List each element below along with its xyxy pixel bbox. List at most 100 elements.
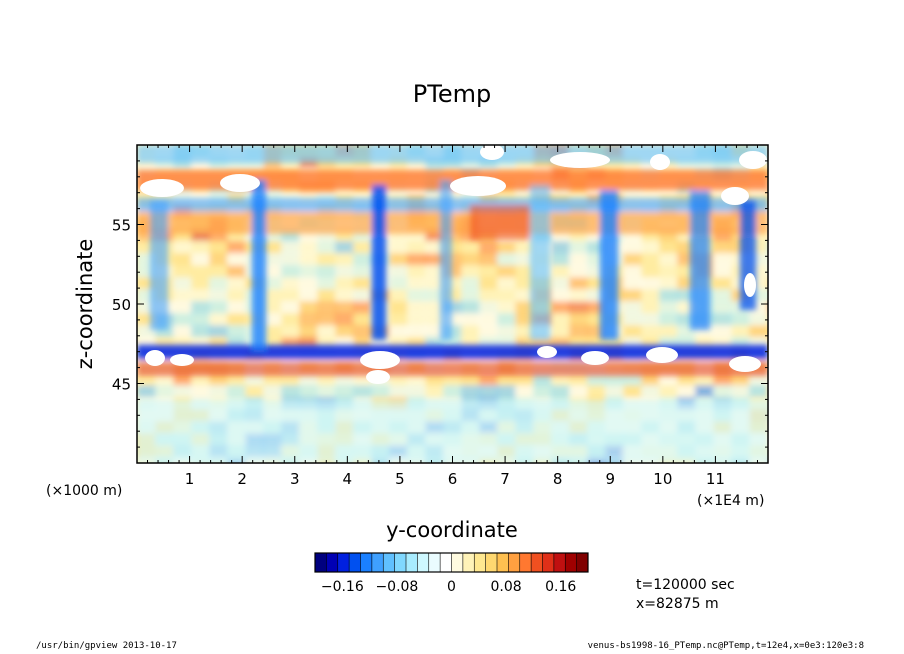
heatmap-cell xyxy=(515,373,534,386)
heatmap-cell xyxy=(551,289,570,302)
heatmap-cell xyxy=(335,313,354,326)
heatmap-cell xyxy=(389,265,408,278)
heatmap-cell xyxy=(641,313,660,326)
heatmap-cell xyxy=(227,373,246,386)
heatmap-cell xyxy=(317,253,336,266)
colorbar-swatch xyxy=(394,553,407,572)
colorbar-frame xyxy=(314,552,589,573)
plume-5 xyxy=(600,190,618,340)
heatmap-cell xyxy=(191,289,210,302)
heatmap-cell xyxy=(425,373,444,386)
x-tick-label: 2 xyxy=(237,470,247,488)
heatmap-cell xyxy=(497,301,516,314)
heatmap-cell xyxy=(461,265,480,278)
heatmap-cell xyxy=(281,301,300,314)
heatmap-cell xyxy=(173,277,192,290)
heatmap-cell xyxy=(299,373,318,386)
heatmap-cell xyxy=(623,265,642,278)
heatmap-cell xyxy=(479,277,498,290)
heatmap-cell xyxy=(479,385,498,398)
heatmap-cell xyxy=(209,277,228,290)
heatmap-cell xyxy=(767,217,768,230)
colorbar-swatch xyxy=(360,553,373,572)
heatmap-cell xyxy=(713,265,732,278)
heatmap-cell xyxy=(623,373,642,386)
heatmap-cell xyxy=(407,253,426,266)
heatmap-cell xyxy=(461,289,480,302)
heatmap-cell xyxy=(569,301,588,314)
heatmap-cell xyxy=(461,325,480,338)
heatmap-cell xyxy=(767,349,768,362)
lower-cold-band xyxy=(137,345,768,359)
heatmap-cell xyxy=(299,325,318,338)
heatmap-cell xyxy=(389,301,408,314)
heatmap-cell xyxy=(191,265,210,278)
heatmap-cell xyxy=(659,277,678,290)
heatmap-cell xyxy=(155,373,174,386)
heatmap-cell xyxy=(407,241,426,254)
colorbar xyxy=(314,552,589,573)
heatmap-cell xyxy=(551,373,570,386)
heatmap-cell xyxy=(461,301,480,314)
heatmap-cell xyxy=(335,277,354,290)
heatmap-cell xyxy=(731,325,750,338)
x-axis-label: y-coordinate xyxy=(386,518,518,542)
heatmap-cell xyxy=(461,277,480,290)
heatmap-cell xyxy=(173,253,192,266)
lower-warm-band xyxy=(137,362,768,376)
heatmap-cell xyxy=(497,373,516,386)
heatmap-cell xyxy=(767,265,768,278)
heatmap-cell xyxy=(335,265,354,278)
heatmap-cell xyxy=(389,289,408,302)
heatmap-cell xyxy=(497,253,516,266)
colorbar-swatch xyxy=(383,553,395,572)
heatmap-cell xyxy=(317,325,336,338)
heatmap-cell xyxy=(461,373,480,386)
heatmap-cell xyxy=(425,265,444,278)
heatmap-cell xyxy=(353,289,372,302)
heatmap-cell xyxy=(767,409,768,422)
colorbar-swatch xyxy=(428,553,441,572)
colorbar-tick-label: −0.16 xyxy=(321,579,364,595)
heatmap-cell xyxy=(605,385,624,398)
colorbar-swatch xyxy=(337,553,350,572)
heatmap-cell xyxy=(659,313,678,326)
heatmap-cell xyxy=(695,385,714,398)
heatmap-cell xyxy=(173,385,192,398)
heatmap-cell xyxy=(551,385,570,398)
heatmap-cell xyxy=(767,397,768,410)
heatmap-cell xyxy=(479,253,498,266)
heatmap-cell xyxy=(191,253,210,266)
colorbar-swatch xyxy=(406,553,418,572)
heatmap-cell xyxy=(767,241,768,254)
heatmap-cell xyxy=(569,265,588,278)
footer-left: /usr/bin/gpview 2013-10-17 xyxy=(36,641,177,651)
heatmap-cell xyxy=(407,289,426,302)
heatmap-cell xyxy=(317,289,336,302)
time-annotation: t=120000 sec xyxy=(636,577,735,593)
heatmap-cell xyxy=(191,373,210,386)
heatmap-cell xyxy=(335,241,354,254)
heatmap-cell xyxy=(623,241,642,254)
heatmap-cell xyxy=(731,385,750,398)
heatmap-cell xyxy=(371,385,390,398)
heatmap-cell xyxy=(479,313,498,326)
heatmap-cell xyxy=(767,373,768,386)
warm-layer-55 xyxy=(137,212,768,234)
heatmap-cell xyxy=(659,385,678,398)
heatmap-cell xyxy=(695,373,714,386)
heatmap-cell xyxy=(353,241,372,254)
heatmap-cell xyxy=(317,277,336,290)
heatmap-cell xyxy=(767,289,768,302)
heatmap-cell xyxy=(173,325,192,338)
heatmap-cell xyxy=(641,253,660,266)
heatmap-cell xyxy=(767,361,768,374)
heatmap-cell xyxy=(263,325,282,338)
heatmap-cell xyxy=(317,313,336,326)
upper-cold-band xyxy=(137,198,768,212)
heatmap-cell xyxy=(569,313,588,326)
footer-right: venus-bs1998-16_PTemp.nc@PTemp,t=12e4,x=… xyxy=(587,641,864,651)
upper-warm-band xyxy=(137,170,768,190)
heatmap-cell xyxy=(767,445,768,458)
heatmap-cell xyxy=(677,385,696,398)
